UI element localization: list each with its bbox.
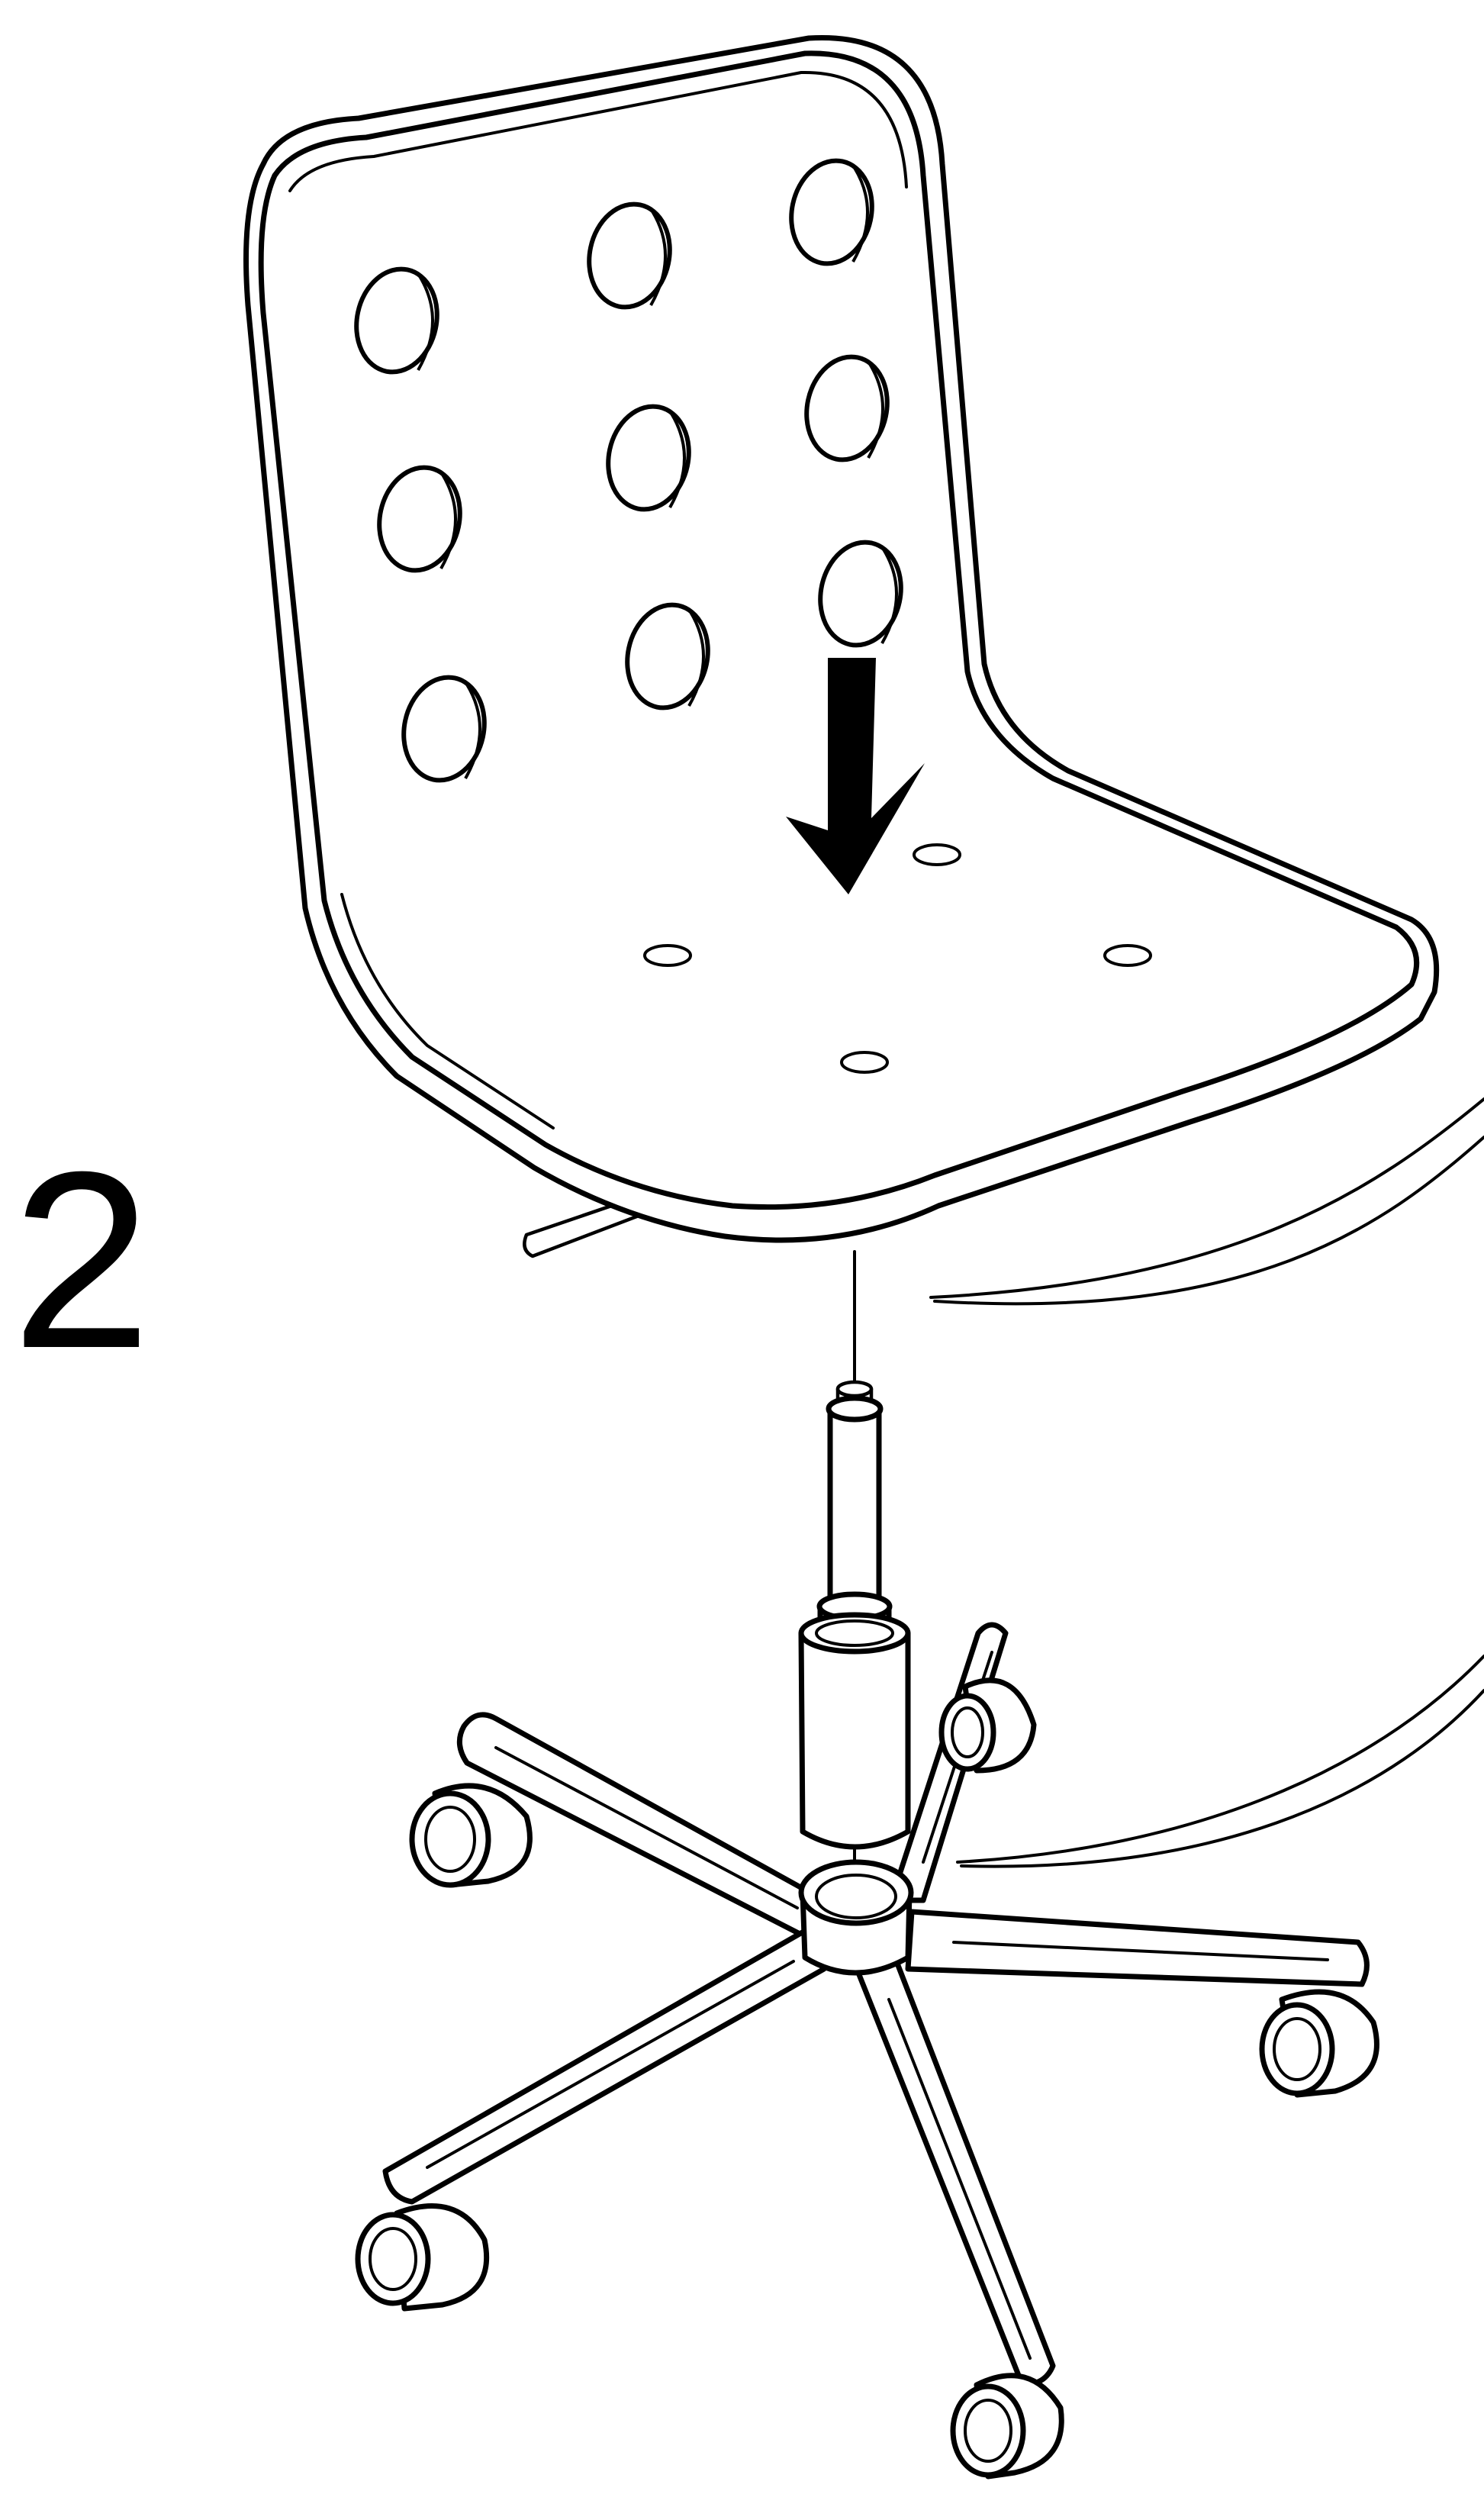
backrest-hole	[401, 675, 487, 783]
caster-wheel	[409, 1783, 533, 1888]
down-arrow-icon	[786, 658, 925, 894]
caster-wheel	[355, 2203, 490, 2312]
seat-screw-hole	[1103, 944, 1152, 967]
seat-screw-hole	[840, 1051, 889, 1074]
star-base	[355, 1622, 1379, 2480]
step-number: 2	[11, 1119, 152, 1400]
backrest-hole	[818, 540, 903, 648]
caster-wheel	[938, 1677, 1037, 1774]
base-leg	[905, 1909, 1370, 1987]
backrest-hole	[606, 404, 691, 512]
seat-screw-holes	[643, 843, 1152, 1074]
backrest-hole	[804, 354, 890, 462]
gas-lift-cylinder	[798, 1380, 911, 1850]
backrest-hole	[377, 465, 462, 573]
backrest-hole	[789, 158, 874, 266]
backrest-hole	[587, 201, 672, 310]
seat-screw-hole	[913, 843, 961, 866]
backrest-holes	[354, 158, 903, 783]
base-leg	[382, 1928, 827, 2205]
seat-screw-hole	[643, 944, 692, 967]
caster-wheel	[1259, 1989, 1379, 2098]
backrest-hole	[625, 602, 710, 711]
caster-wheel	[950, 2373, 1064, 2480]
background-swoosh	[929, 1097, 1484, 1868]
base-hub	[798, 1859, 914, 1976]
backrest-hole	[354, 266, 439, 375]
base-leg	[855, 1958, 1056, 2388]
